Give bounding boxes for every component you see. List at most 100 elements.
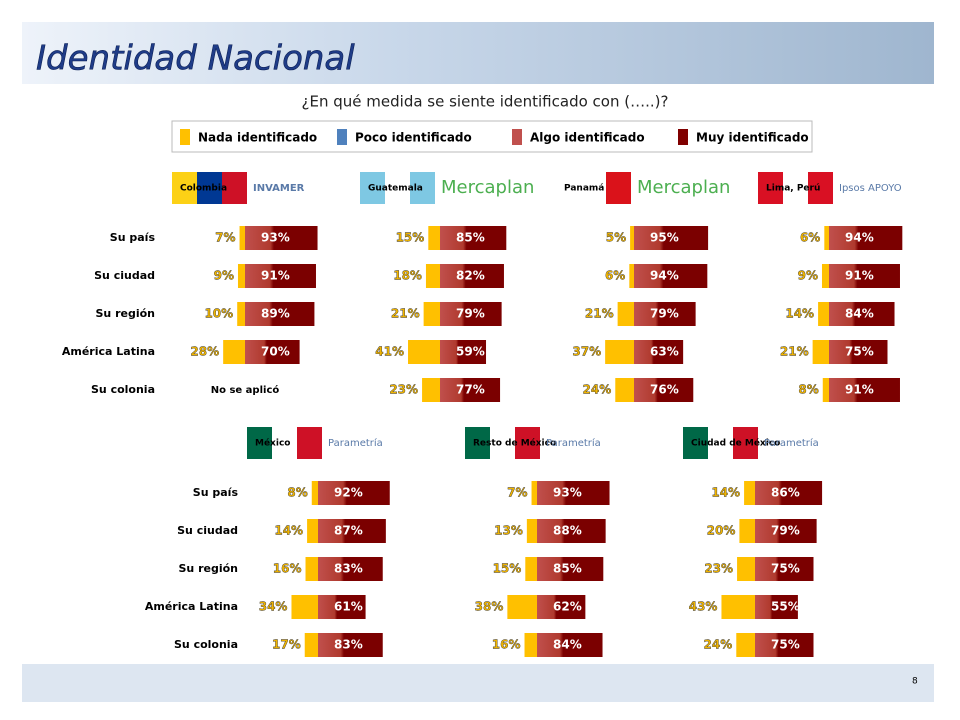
row-label: Su ciudad [177,524,238,537]
legend-label: Poco identificado [355,131,472,145]
subtitle: ¿En qué medida se siente identificado co… [302,93,669,111]
label-negative: 14% [274,524,303,538]
bar-negative [237,302,245,326]
bar-negative [428,226,440,250]
panel-country: Lima, Perú [766,184,820,194]
flag-stripe [297,427,322,459]
label-negative: 6% [800,231,820,245]
label-negative: 7% [215,231,235,245]
label-positive: 75% [771,562,800,576]
bar-positive [634,264,708,288]
bar-positive [318,633,383,657]
label-negative: 23% [704,562,733,576]
label-negative: 15% [493,562,522,576]
label-negative: 14% [785,307,814,321]
bar-negative [721,595,755,619]
bar-negative [304,633,318,657]
flag-stripe [272,427,297,459]
page-number: 8 [912,677,918,687]
label-negative: 9% [798,269,818,283]
bar-positive [440,378,501,402]
legend-label: Muy identificado [696,131,809,145]
label-positive: 82% [456,269,485,283]
panel-company: Parametría [328,437,383,449]
bar-negative [526,519,537,543]
label-negative: 23% [389,383,418,397]
bar-negative [237,264,245,288]
label-positive: 85% [553,562,582,576]
bar-negative [812,340,829,364]
label-negative: 10% [204,307,233,321]
legend-box [171,120,813,153]
label-negative: 21% [585,307,614,321]
label-negative: 21% [780,345,809,359]
bar-positive [318,557,383,581]
label-negative: 21% [391,307,420,321]
bar-negative [423,302,440,326]
label-positive: 77% [456,383,485,397]
bar-positive [829,340,888,364]
bar-negative [291,595,318,619]
label-positive: 88% [553,524,582,538]
bar-negative [408,340,440,364]
bar-positive [755,481,823,505]
row-label: Su país [110,231,156,244]
bar-positive [537,481,610,505]
flag-stripe [758,172,783,204]
flag-stripe [385,172,410,204]
label-positive: 91% [845,383,874,397]
panel-company: INVAMER [253,183,305,194]
row-label: Su región [178,562,238,575]
bar-positive [634,226,709,250]
title: Identidad Nacional [36,39,355,79]
label-positive: 94% [650,269,679,283]
label-positive: 76% [650,383,679,397]
bar-positive [755,557,814,581]
label-negative: 15% [396,231,425,245]
flag-stripe [783,172,808,204]
flag-stripe [606,172,631,204]
flag-stripe [556,172,581,204]
label-negative: 24% [583,383,612,397]
panel-company: Mercaplan [441,177,534,198]
panel-company: Mercaplan [637,177,730,198]
bar-positive [755,633,814,657]
label-negative: 16% [273,562,302,576]
bar-positive [829,378,900,402]
panel-country: Ciudad de México [691,438,780,449]
bar-positive [245,226,318,250]
flag-stripe [490,427,515,459]
row-label: América Latina [145,600,238,613]
label-negative: 38% [475,600,504,614]
label-positive: 95% [650,231,679,245]
flag-stripe [515,427,540,459]
label-positive: 79% [771,524,800,538]
header-band [22,22,934,84]
bar-negative [524,633,537,657]
bar-positive [537,633,603,657]
label-negative: 7% [507,486,527,500]
bar-positive [440,264,504,288]
bar-positive [440,302,502,326]
bar-negative [615,378,634,402]
label-positive: 75% [845,345,874,359]
bar-positive [829,226,903,250]
label-positive: 79% [650,307,679,321]
panel-country: Resto de México [473,438,556,449]
label-positive: 87% [334,524,363,538]
label-positive: 89% [261,307,290,321]
bar-negative [525,557,537,581]
label-negative: 8% [287,486,307,500]
not-applied-note: No se aplicó [211,384,280,396]
legend-swatch [678,129,688,145]
bar-negative [531,481,537,505]
label-negative: 28% [190,345,219,359]
label-positive: 92% [334,486,363,500]
label-positive: 91% [261,269,290,283]
row-label: Su región [95,307,155,320]
bar-negative [223,340,245,364]
label-positive: 79% [456,307,485,321]
flag-stripe [581,172,606,204]
bar-positive [318,595,366,619]
